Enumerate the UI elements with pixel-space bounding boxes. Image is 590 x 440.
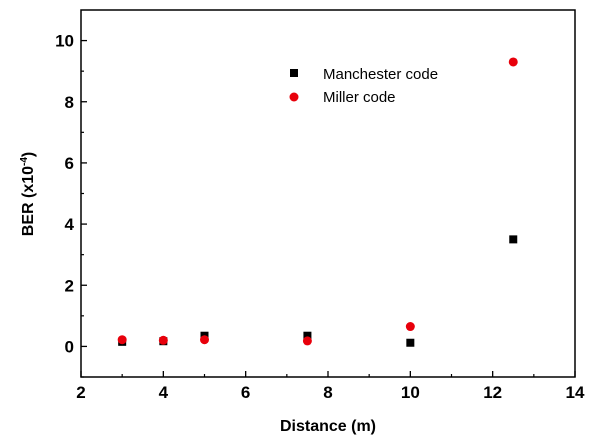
x-axis-ticks: 2 4 6 8 10 12 14 bbox=[76, 371, 585, 402]
x-tick-label-6: 6 bbox=[241, 383, 250, 402]
legend-label-manchester: Manchester code bbox=[323, 66, 438, 83]
y-tick-label-4: 4 bbox=[65, 215, 75, 234]
y-tick-label-2: 2 bbox=[65, 276, 74, 295]
manchester-point-5 bbox=[509, 235, 518, 244]
legend-marker-miller bbox=[289, 92, 299, 102]
x-axis-title: Distance (m) bbox=[280, 418, 376, 435]
data-points bbox=[117, 57, 518, 347]
x-tick-label-12: 12 bbox=[483, 383, 502, 402]
y-axis-title: BER (x10-4) bbox=[19, 152, 37, 236]
y-axis-ticks: 0 2 4 6 8 10 bbox=[55, 32, 87, 378]
x-tick-label-10: 10 bbox=[401, 383, 420, 402]
miller-point-3 bbox=[302, 336, 312, 346]
y-tick-label-6: 6 bbox=[65, 154, 74, 173]
legend: Manchester code Miller code bbox=[289, 66, 438, 106]
miller-point-4 bbox=[405, 322, 415, 332]
manchester-point-3 bbox=[303, 331, 312, 340]
y-tick-label-0: 0 bbox=[65, 337, 74, 356]
miller-point-5 bbox=[508, 57, 518, 67]
y-tick-label-8: 8 bbox=[65, 93, 74, 112]
miller-point-0 bbox=[117, 335, 127, 345]
legend-label-miller: Miller code bbox=[323, 89, 396, 106]
x-tick-label-8: 8 bbox=[323, 383, 332, 402]
miller-point-1 bbox=[158, 335, 168, 345]
miller-point-2 bbox=[200, 335, 209, 345]
legend-marker-manchester bbox=[290, 69, 298, 77]
x-tick-label-4: 4 bbox=[159, 383, 169, 402]
y-tick-label-10: 10 bbox=[55, 32, 74, 51]
y-axis-title-close: ) bbox=[20, 152, 37, 157]
x-tick-label-2: 2 bbox=[76, 383, 85, 402]
y-axis-title-exponent: -4 bbox=[19, 157, 30, 166]
manchester-point-4 bbox=[406, 338, 415, 347]
x-tick-label-14: 14 bbox=[566, 383, 585, 402]
y-axis-title-main: BER (x10 bbox=[20, 166, 37, 236]
